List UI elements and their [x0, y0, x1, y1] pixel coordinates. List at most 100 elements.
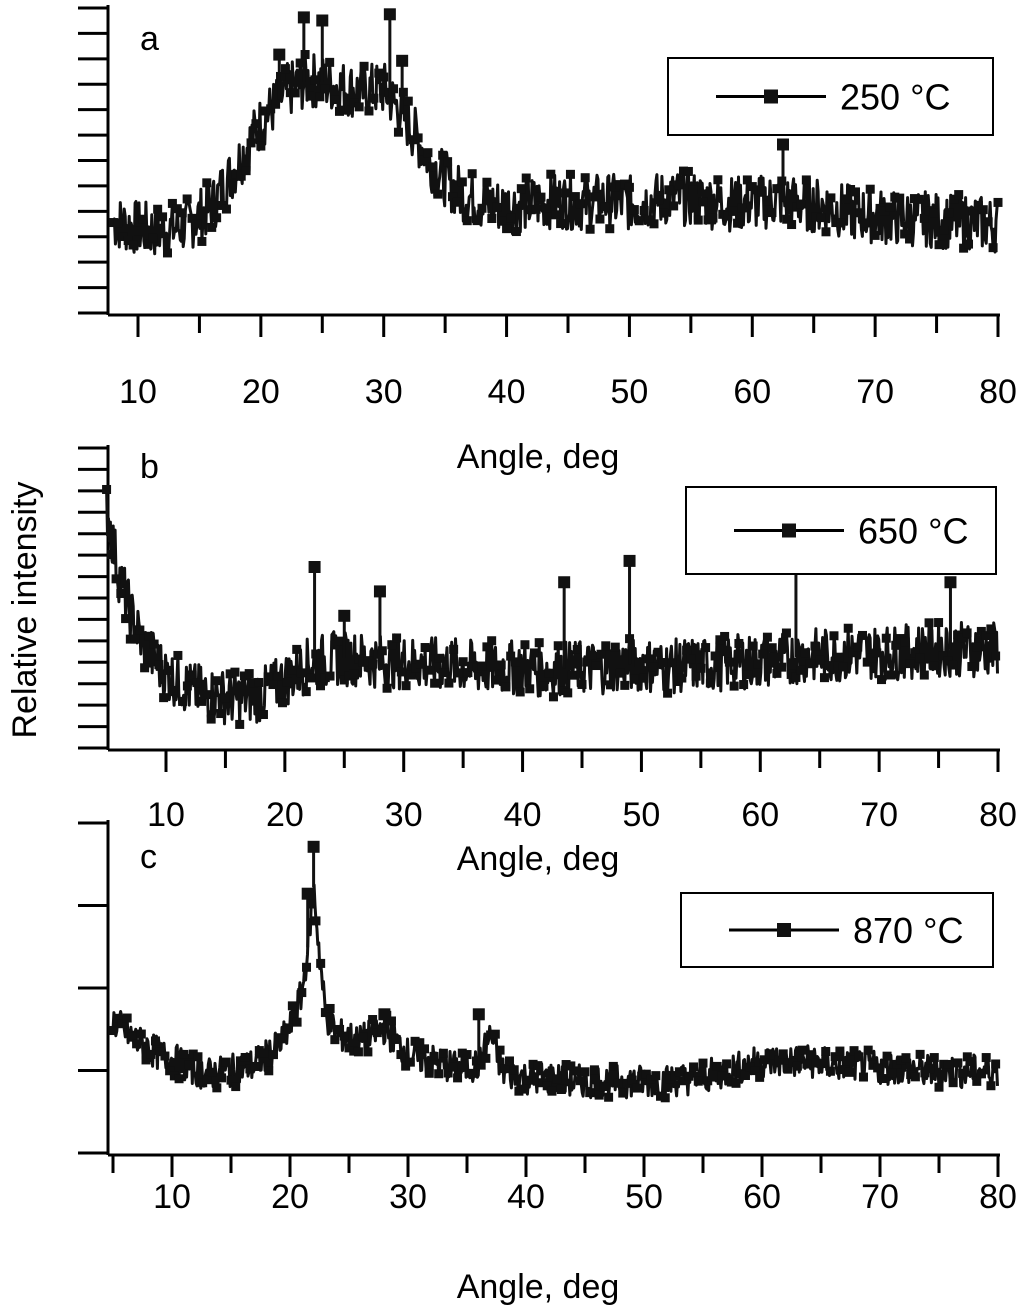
- data-point: [458, 657, 468, 667]
- data-point: [678, 166, 688, 176]
- data-point: [991, 651, 1001, 661]
- data-point: [548, 692, 558, 702]
- data-point: [542, 1081, 552, 1091]
- data-point: [634, 658, 644, 668]
- data-point: [762, 632, 772, 642]
- data-point: [504, 1056, 514, 1066]
- data-point: [734, 638, 744, 648]
- data-point: [453, 668, 463, 678]
- data-point: [720, 631, 730, 641]
- data-point: [482, 177, 492, 187]
- data-point: [810, 641, 820, 651]
- data-point: [325, 57, 335, 67]
- data-point: [290, 88, 300, 98]
- data-point: [660, 1093, 670, 1103]
- data-point: [212, 213, 222, 223]
- data-point: [339, 105, 349, 115]
- data-point: [486, 1030, 496, 1040]
- data-point: [358, 657, 368, 667]
- data-point: [403, 96, 413, 106]
- data-point: [639, 673, 649, 683]
- data-point: [949, 194, 959, 204]
- data-point: [374, 68, 384, 78]
- data-point: [767, 643, 777, 653]
- data-point: [854, 1052, 864, 1062]
- data-point: [320, 673, 330, 683]
- data-point: [747, 182, 757, 192]
- data-point: [565, 169, 575, 179]
- x-axis-label: Angle, deg: [457, 438, 620, 476]
- data-point: [778, 1049, 788, 1059]
- data-point: [892, 1059, 902, 1069]
- data-point: [846, 185, 856, 195]
- data-point: [722, 1059, 732, 1069]
- data-point: [836, 218, 846, 228]
- data-point: [688, 185, 698, 195]
- data-point: [280, 64, 290, 74]
- panel-a: 10 20 30 40 50 60 70 80 Angle, deg a 250 °C: [78, 5, 1017, 476]
- data-point: [825, 1066, 835, 1076]
- data-point: [563, 688, 573, 698]
- data-point: [389, 84, 399, 94]
- data-point: [637, 1071, 647, 1081]
- peak-point: [558, 576, 571, 589]
- data-point: [406, 670, 416, 680]
- x-tick-label: 10: [153, 1178, 191, 1216]
- x-tick-label: 50: [611, 373, 649, 411]
- data-point: [529, 648, 539, 658]
- data-point: [148, 233, 158, 243]
- data-point: [698, 1058, 708, 1068]
- data-point: [886, 670, 896, 680]
- data-point: [881, 633, 891, 643]
- data-point: [162, 248, 172, 258]
- data-point: [742, 175, 752, 185]
- data-point: [669, 201, 679, 211]
- data-point: [618, 1088, 628, 1098]
- data-point: [231, 1082, 241, 1092]
- peak-point: [396, 54, 409, 67]
- data-point: [787, 220, 797, 230]
- data-point: [363, 656, 373, 666]
- data-point: [959, 243, 969, 253]
- data-point: [698, 197, 708, 207]
- data-point: [646, 1074, 656, 1084]
- data-point: [516, 184, 526, 194]
- data-point: [401, 681, 411, 691]
- data-point: [786, 669, 796, 679]
- data-point: [915, 1049, 925, 1059]
- data-point: [862, 657, 872, 667]
- data-point: [729, 681, 739, 691]
- data-point: [108, 218, 118, 228]
- data-point: [830, 1052, 840, 1062]
- panel-letter: c: [140, 838, 157, 876]
- data-point: [958, 1068, 968, 1078]
- data-point: [472, 216, 482, 226]
- data-point: [339, 675, 349, 685]
- data-point: [561, 188, 571, 198]
- data-point: [726, 1077, 736, 1087]
- peak-point: [383, 8, 396, 21]
- data-point: [740, 1070, 750, 1080]
- data-point: [759, 1055, 769, 1065]
- data-point: [368, 659, 378, 669]
- data-point: [353, 1047, 363, 1057]
- data-point: [986, 624, 996, 634]
- data-point: [826, 193, 836, 203]
- data-point: [689, 1062, 699, 1072]
- x-tick-label: 80: [979, 1178, 1017, 1216]
- data-point: [667, 658, 677, 668]
- data-point: [934, 618, 944, 628]
- x-tick-label: 30: [389, 1178, 427, 1216]
- data-point: [168, 685, 178, 695]
- data-point: [577, 679, 587, 689]
- data-point: [207, 1067, 217, 1077]
- data-point: [860, 218, 870, 228]
- data-point: [408, 135, 418, 145]
- data-point: [501, 682, 511, 692]
- data-point: [264, 1066, 274, 1076]
- data-point: [187, 670, 197, 680]
- data-point: [467, 1068, 477, 1078]
- data-point: [198, 1078, 208, 1088]
- data-point: [900, 637, 910, 647]
